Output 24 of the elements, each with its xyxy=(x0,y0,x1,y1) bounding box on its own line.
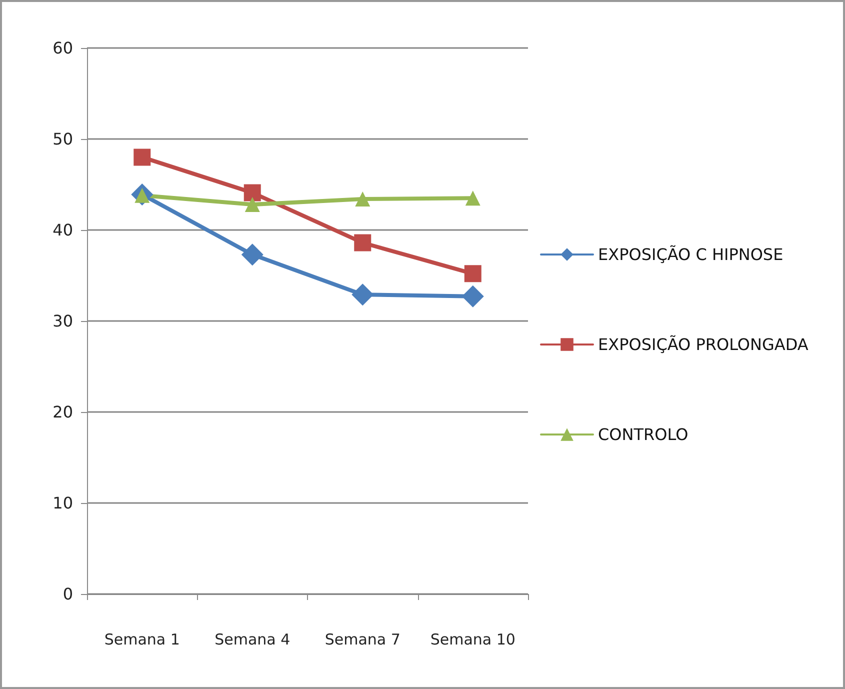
x-tick-label: Semana 7 xyxy=(324,630,400,648)
point xyxy=(244,197,260,212)
y-tick-label: 20 xyxy=(52,402,73,422)
point xyxy=(352,284,374,306)
x-tick-label: Semana 4 xyxy=(214,630,290,648)
y-tick-label: 30 xyxy=(52,312,73,330)
y-tick-label: 0 xyxy=(62,584,73,604)
y-tick-label: 10 xyxy=(52,494,73,512)
legend-label: CONTROLO xyxy=(598,425,688,444)
y-tick-label: 60 xyxy=(52,38,73,58)
x-tick-label: Semana 10 xyxy=(430,630,516,648)
point xyxy=(134,148,151,166)
legend-label: EXPOSIÇÃO C HIPNOSE xyxy=(598,245,784,264)
y-tick-label: 50 xyxy=(52,130,73,148)
x-tick-label: Semana 1 xyxy=(104,630,180,648)
point xyxy=(462,285,484,308)
point xyxy=(354,234,372,252)
legend-label: EXPOSIÇÃO PROLONGADA xyxy=(598,335,808,354)
point xyxy=(355,192,370,207)
point xyxy=(464,265,482,282)
point xyxy=(465,190,480,206)
point xyxy=(241,244,264,266)
point xyxy=(244,184,261,202)
y-tick-label: 40 xyxy=(52,220,73,240)
